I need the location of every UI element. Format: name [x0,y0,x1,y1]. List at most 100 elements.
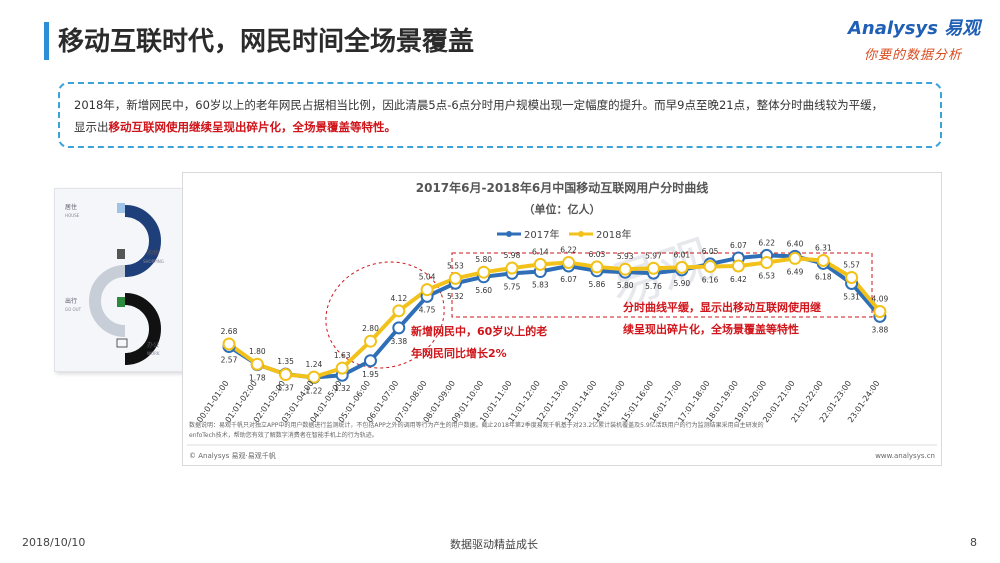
chart-copyright: © Analysys 易观·易观千帆 [189,451,276,460]
data-label-2017: 5.60 [475,286,492,295]
summary-text: 2018年，新增网民中，60岁以上的老年网民占据相当比例，因此清晨5点-6点分时… [74,98,884,112]
series-point-1 [590,260,604,274]
data-label-2017: 1.95 [362,370,379,379]
label-go: 出行 [65,297,77,305]
data-label-2017: 3.88 [872,325,889,334]
data-label-2017: 1.78 [249,374,266,383]
series-point-0 [364,354,377,368]
data-label-2017: 5.86 [589,280,606,289]
series-line-0 [227,253,882,380]
series-point-1 [647,261,660,275]
label-home-en: HOUSE [65,213,80,218]
legend-2018: 2018年 [596,228,631,241]
user-time-chart: 易观 2017年6月-2018年6月中国移动互联网用户分时曲线 （单位：亿人） … [187,180,937,460]
series-point-1 [279,368,293,382]
data-label-2018: 6.22 [758,238,775,247]
shopping-icon [117,249,125,259]
series-point-1 [307,370,321,384]
series-point-1 [618,262,632,276]
series-point-1 [873,305,887,319]
data-label-2018: 6.31 [815,243,832,252]
data-label-2018: 5.53 [447,261,464,270]
data-label-2018: 6.03 [589,250,606,259]
data-label-2017: 2.57 [221,355,238,364]
data-label-2018: 5.98 [504,251,521,260]
annotation-elderly-line2: 年网民同比增长2% [411,346,507,360]
annotation-flat-line2: 续呈现出碎片化，全场景覆盖等特性 [623,322,799,336]
legend-2017: 2017年 [524,228,559,241]
transit-icon [117,297,125,307]
summary-box: 2018年，新增网民中，60岁以上的老年网民占据相当比例，因此清晨5点-6点分时… [58,82,942,148]
arc-blue-icon [124,205,161,277]
title-accent-bar [44,22,49,60]
annotation-flat-line1: 分时曲线平缓，显示出移动互联网使用继 [623,300,821,314]
footer-page-number: 8 [970,536,977,549]
data-label-2017: 1.22 [306,387,323,396]
early-morning-highlight [325,261,445,369]
data-label-2017: 5.80 [617,281,634,290]
series-point-1 [675,260,689,274]
page-title: 移动互联时代，网民时间全场景覆盖 [58,27,475,57]
footer-date: 2018/10/10 [22,536,86,549]
series-point-1 [477,265,491,279]
data-label-2018: 1.24 [306,360,323,369]
label-work: 办公 [147,341,159,349]
data-label-2018: 5.93 [617,252,634,261]
annotation-elderly-line1: 新增网民中，60岁以上的老 [411,324,547,338]
series-point-1 [562,256,576,270]
series-point-1 [731,259,745,273]
data-label-2018: 4.09 [872,295,889,304]
arc-gray-icon [89,265,126,337]
data-label-2018: 2.80 [362,324,379,333]
data-label-2017: 4.75 [419,305,436,314]
data-label-2018: 1.63 [334,351,351,360]
series-point-1 [845,270,859,284]
series-point-1 [448,271,462,285]
data-label-2017: 6.16 [702,275,719,284]
house-icon [117,203,125,213]
series-point-1 [533,257,547,271]
source-note-line1: 数据说明：易观千帆只对独立APP中的用户数据进行监测统计，不包括APP之外的调用… [189,421,764,429]
data-label-2018: 5.80 [475,255,492,264]
x-axis-layer: 00:01-01:0001:01-02:0002:01-03:0003:01-0… [195,379,881,424]
label-go-en: GO OUT [65,307,82,312]
source-note-line2: enfoTech技术，帮助您有效了解数字消费者在智能手机上的行为轨迹。 [189,431,378,439]
data-label-2017: 6.07 [560,275,577,284]
series-point-1 [760,256,774,270]
analysys-logo: Analysys 易观 你要的数据分析 [848,14,981,66]
series-point-1 [420,283,434,297]
chart-title: 2017年6月-2018年6月中国移动互联网用户分时曲线 [416,180,708,195]
data-label-2018: 6.01 [673,250,690,259]
data-label-2018: 2.68 [221,327,238,336]
chart-site: www.analysys.cn [875,452,935,460]
label-shop: 购物 [147,249,159,257]
series-layer [222,248,887,385]
data-label-2017: 5.32 [447,292,464,301]
data-label-2018: 1.35 [277,357,294,366]
series-point-1 [364,334,377,348]
data-label-2018: 4.12 [390,294,407,303]
data-label-2018: 5.04 [419,273,436,282]
data-label-2017: 6.49 [787,267,804,276]
label-work-en: WORK [147,351,160,356]
label-shop-en: SHOPPING [143,259,164,264]
logo-brand: Analysys 易观 [848,18,981,39]
series-point-1 [392,304,406,318]
label-home: 居住 [65,203,77,211]
data-label-2017: 5.31 [843,292,860,301]
data-label-2018: 1.80 [249,347,266,356]
laptop-icon [116,338,128,348]
data-labels-layer: 2.68 1.80 1.35 1.24 1.63 2.80 4.12 5.04 5.53 5.80… [221,238,889,395]
summary-prefix: 显示出 [74,120,109,134]
data-label-2017: 5.75 [504,282,521,291]
data-label-2018: 6.07 [730,241,747,250]
data-label-2017: 3.38 [390,337,407,346]
chart-subtitle: （单位：亿人） [524,202,601,216]
series-line-1 [227,256,882,380]
series-point-0 [392,321,406,335]
data-label-2018: 6.40 [787,239,804,248]
arc-black-icon [124,293,161,365]
series-point-1 [788,251,802,265]
data-label-2017: 5.90 [673,279,690,288]
series-point-1 [250,357,264,371]
